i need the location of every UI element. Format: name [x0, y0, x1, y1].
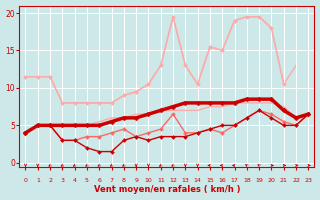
- X-axis label: Vent moyen/en rafales ( km/h ): Vent moyen/en rafales ( km/h ): [94, 185, 240, 194]
